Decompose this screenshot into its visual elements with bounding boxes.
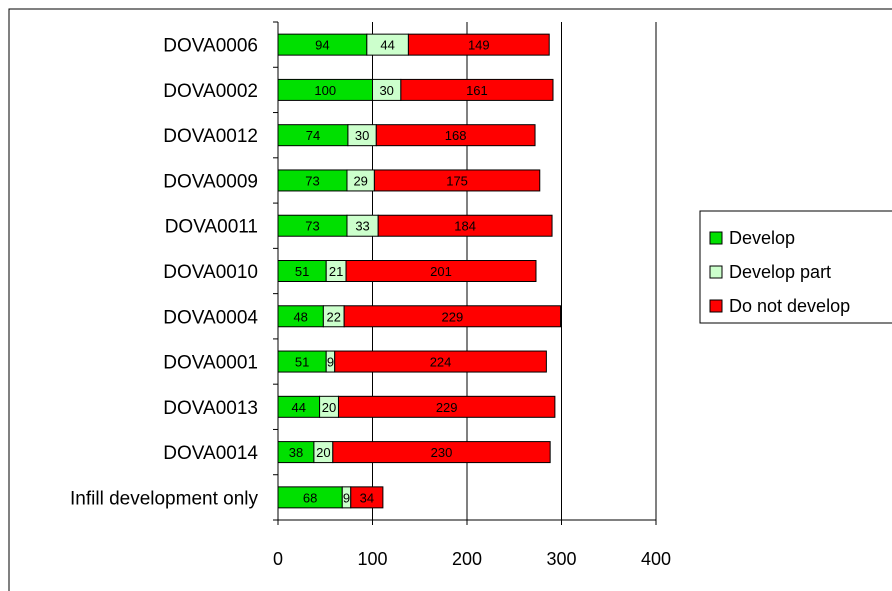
category-label: DOVA0010 (163, 262, 258, 283)
bar-segment-do-not-develop (407, 33, 550, 56)
data-label: 20 (322, 400, 336, 415)
category-label: Infill development only (70, 488, 258, 509)
data-label: 30 (379, 83, 393, 98)
data-label: 21 (329, 264, 343, 279)
x-tick-label-0: 0 (273, 549, 283, 569)
data-label: 161 (466, 83, 488, 98)
legend-swatch-develop (709, 231, 723, 245)
x-tick-label-200: 200 (452, 549, 482, 569)
data-label: 34 (360, 490, 374, 505)
data-label: 48 (293, 309, 307, 324)
data-label: 44 (380, 38, 394, 53)
legend-swatch-do-not-develop (709, 299, 723, 313)
data-label: 9 (327, 355, 334, 370)
data-label: 73 (305, 219, 319, 234)
x-tick-label-400: 400 (641, 549, 671, 569)
category-labels: DOVA0006 DOVA0002 DOVA0012 DOVA0009 DOVA0011… (70, 36, 258, 510)
data-label: 175 (446, 173, 468, 188)
data-label: 168 (445, 128, 467, 143)
data-label: 20 (316, 445, 330, 460)
bar-segment-do-not-develop (334, 350, 547, 373)
data-label: 149 (468, 38, 490, 53)
data-label: 68 (303, 490, 317, 505)
legend-label: Develop part (729, 262, 831, 282)
category-label: DOVA0012 (163, 126, 258, 147)
legend-swatch-develop-part (709, 265, 723, 279)
bar-segment-do-not-develop (332, 441, 551, 464)
data-label: 73 (305, 173, 319, 188)
data-label: 229 (436, 400, 458, 415)
category-label: DOVA0001 (163, 353, 258, 374)
data-label: 9 (343, 490, 350, 505)
data-label: 51 (295, 264, 309, 279)
category-label: DOVA0011 (165, 217, 258, 238)
data-label: 33 (355, 219, 369, 234)
data-label: 51 (295, 355, 309, 370)
data-labels: 94 44 149 100 30 161 74 30 168 73 29 175 73 33 184 51 21… (289, 38, 490, 506)
tick-labels: 0 100 200 300 400 (273, 549, 671, 569)
data-label: 94 (315, 38, 329, 53)
legend-box (699, 210, 892, 324)
data-label: 230 (431, 445, 453, 460)
category-label: DOVA0009 (163, 171, 258, 192)
bar-segment-do-not-develop (375, 124, 536, 147)
data-label: 30 (355, 128, 369, 143)
category-label: DOVA0013 (163, 398, 258, 419)
bar-segment-do-not-develop (337, 395, 556, 418)
bar-segment-do-not-develop (345, 260, 537, 282)
category-label: DOVA0002 (163, 81, 258, 102)
data-label: 22 (327, 309, 341, 324)
data-label: 74 (306, 128, 320, 143)
bars (277, 33, 562, 509)
legend-label: Do not develop (729, 296, 850, 316)
x-tick-label-300: 300 (546, 549, 576, 569)
legend-items: Develop Develop part Do not develop (709, 228, 850, 316)
bar-segment-do-not-develop (343, 305, 562, 328)
data-label: 229 (442, 309, 464, 324)
legend: Develop Develop part Do not develop (699, 210, 892, 324)
bar-segment-do-not-develop (400, 78, 554, 101)
axes (273, 21, 657, 525)
data-label: 38 (289, 445, 303, 460)
category-label: DOVA0004 (163, 307, 258, 328)
x-tick-label-100: 100 (357, 549, 387, 569)
data-label: 29 (353, 173, 367, 188)
bar-segment-do-not-develop (350, 486, 384, 509)
data-label: 184 (454, 219, 476, 234)
data-label: 224 (430, 355, 452, 370)
category-label: DOVA0014 (163, 443, 258, 464)
data-label: 201 (430, 264, 452, 279)
data-label: 44 (292, 400, 306, 415)
bar-segment-do-not-develop (373, 169, 541, 192)
legend-label: Develop (729, 228, 795, 248)
bar-segment-do-not-develop (377, 214, 553, 237)
data-label: 100 (314, 83, 336, 98)
category-label: DOVA0006 (163, 36, 258, 57)
